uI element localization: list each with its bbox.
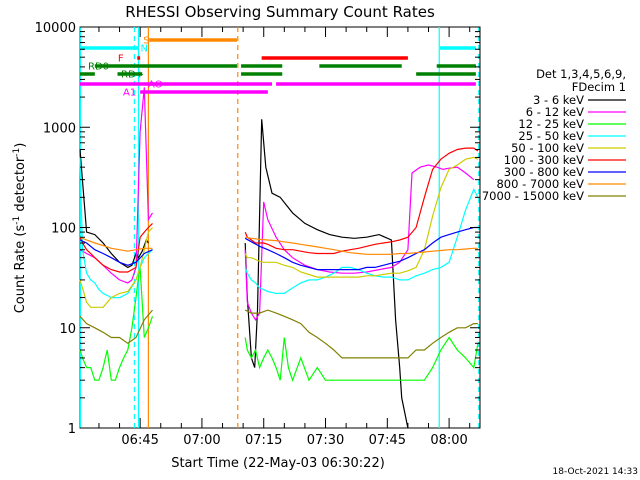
legend-label-7: 800 - 7000 keV bbox=[496, 177, 584, 191]
legend-header-line2: FDecim 1 bbox=[572, 80, 626, 94]
x-tick-label-4: 07:45 bbox=[369, 433, 406, 448]
legend-label-5: 100 - 300 keV bbox=[504, 153, 584, 167]
legend-header-line1: Det 1,3,4,5,6,9, bbox=[536, 67, 626, 81]
x-tick-label-2: 07:15 bbox=[245, 433, 282, 448]
flag-label-rd: RD+ bbox=[121, 70, 144, 81]
flag-label-rd0: RD0 bbox=[88, 62, 109, 73]
vertical-markers bbox=[79, 27, 480, 428]
series-line-0 bbox=[79, 119, 409, 429]
y-tick-label-1: 10 bbox=[59, 322, 76, 337]
flag-label-f: F bbox=[118, 54, 124, 65]
series-line-6 bbox=[79, 226, 478, 271]
y-tick-label-2: 100 bbox=[51, 222, 76, 237]
x-tick-labels: 06:45 07:00 07:15 07:30 07:45 08:00 bbox=[121, 433, 467, 448]
legend-label-1: 6 - 12 keV bbox=[526, 105, 584, 119]
timestamp: 18-Oct-2021 14:33 bbox=[553, 467, 638, 477]
flag-label-s: S bbox=[143, 36, 149, 47]
series-line-4 bbox=[79, 156, 479, 308]
x-axis-label: Start Time (22-May-03 06:30:22) bbox=[171, 456, 385, 471]
plot-area: SN F RD0 RD+ AO A1 bbox=[79, 26, 481, 429]
flag-label-ao: AO bbox=[148, 80, 163, 91]
legend-label-6: 300 - 800 keV bbox=[504, 165, 584, 179]
axis-ticks bbox=[80, 26, 480, 429]
flag-label-n: N bbox=[140, 44, 147, 55]
legend-label-4: 50 - 100 keV bbox=[511, 141, 584, 155]
x-tick-label-1: 07:00 bbox=[183, 433, 220, 448]
observing-flags: SN F RD0 RD+ AO A1 bbox=[80, 36, 476, 99]
x-tick-label-3: 07:30 bbox=[307, 433, 344, 448]
legend-label-3: 25 - 50 keV bbox=[518, 129, 584, 143]
legend-label-2: 12 - 25 keV bbox=[518, 117, 584, 131]
series-lines bbox=[79, 87, 479, 429]
legend-label-0: 3 - 6 keV bbox=[533, 93, 584, 107]
y-axis-label: Count Rate (s-1 detector-1) bbox=[12, 143, 28, 314]
chart-title: RHESSI Observing Summary Count Rates bbox=[125, 3, 435, 21]
x-tick-label-5: 08:00 bbox=[430, 433, 467, 448]
y-tick-label-0: 1 bbox=[68, 422, 76, 437]
series-line-8 bbox=[79, 309, 478, 359]
y-tick-label-4: 10000 bbox=[35, 21, 76, 36]
flag-label-a1: A1 bbox=[123, 88, 136, 99]
legend-label-8: 7000 - 15000 keV bbox=[482, 189, 584, 203]
y-tick-labels: 1 10 100 1000 10000 bbox=[35, 21, 76, 437]
x-tick-label-0: 06:45 bbox=[121, 433, 158, 448]
y-tick-label-3: 1000 bbox=[43, 121, 76, 136]
series-line-5 bbox=[79, 147, 479, 273]
series-line-7 bbox=[79, 236, 478, 255]
